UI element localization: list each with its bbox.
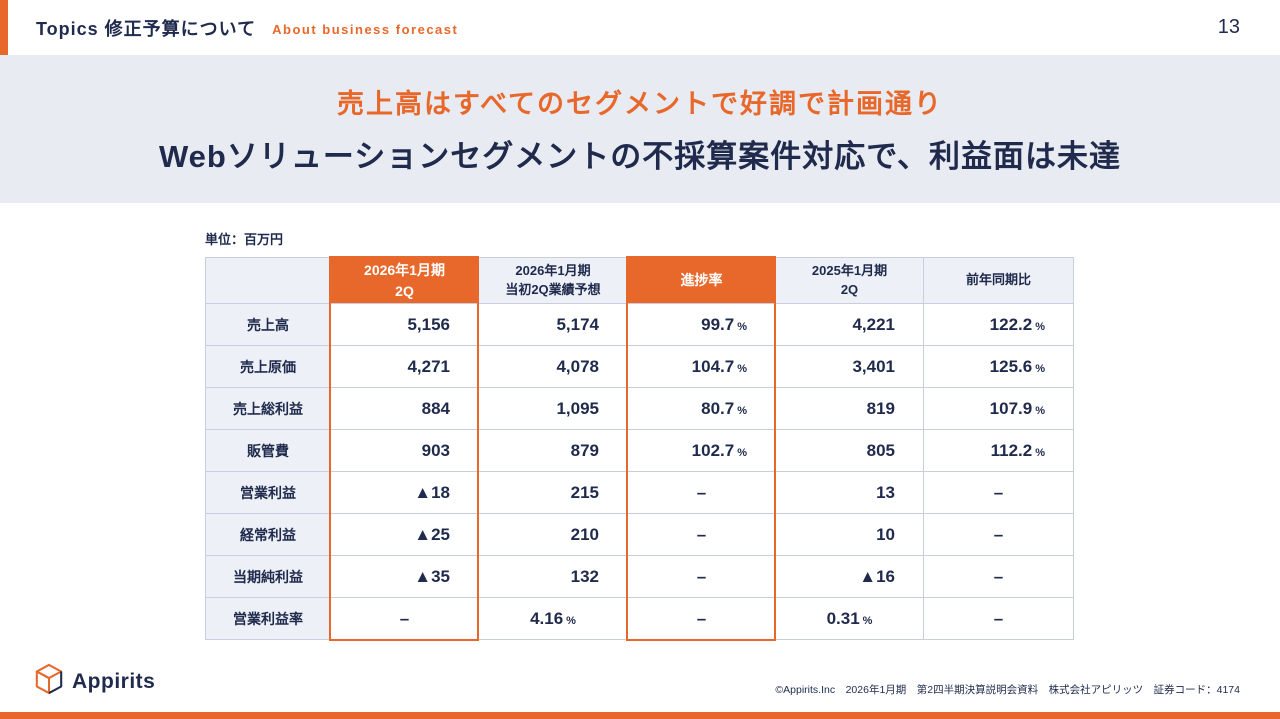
- value-cell: 122.2%: [923, 303, 1074, 346]
- corner-cell: [205, 257, 331, 304]
- value-cell: 0.31%: [775, 597, 924, 640]
- value-cell: 4,078: [478, 345, 628, 388]
- value-cell: 4,221: [775, 303, 924, 346]
- table-row: 営業利益率 –4.16% –0.31% –: [205, 597, 1074, 640]
- column-header-row: 2026年1月期 2Q 2026年1月期 当初2Q業績予想 進捗率 2025年1月期 2Q 前…: [205, 257, 1074, 304]
- footer-logo-text: Appirits: [72, 669, 156, 693]
- value-cell: 884: [330, 387, 479, 430]
- value-cell: 879: [478, 429, 628, 472]
- page-subtitle: About business forecast: [272, 21, 459, 37]
- value-cell: ▲18: [330, 471, 479, 514]
- value-cell: 80.7%: [627, 387, 776, 430]
- table-row: 売上総利益 884 1,095 80.7% 819 107.9%: [205, 387, 1074, 430]
- value-cell: 132: [478, 555, 628, 598]
- row-header: 営業利益率: [205, 597, 331, 640]
- forecast-table: 2026年1月期 2Q 2026年1月期 当初2Q業績予想 進捗率 2025年1月期 2Q 前…: [205, 257, 1074, 640]
- value-cell: 1,095: [478, 387, 628, 430]
- row-header: 売上原価: [205, 345, 331, 388]
- table-row: 売上原価 4,271 4,078 104.7% 3,401 125.6%: [205, 345, 1074, 388]
- table-row: 営業利益 ▲18 215–13–: [205, 471, 1074, 514]
- row-header: 経常利益: [205, 513, 331, 556]
- value-cell: 210: [478, 513, 628, 556]
- column-header: 2026年1月期 2Q: [330, 257, 479, 304]
- value-cell: 104.7%: [627, 345, 776, 388]
- column-header: 進捗率: [627, 257, 776, 304]
- value-cell: 3,401: [775, 345, 924, 388]
- page-title: Topics 修正予算について: [36, 18, 257, 39]
- value-cell: –: [627, 471, 776, 514]
- value-cell: 102.7%: [627, 429, 776, 472]
- column-header: 2026年1月期 当初2Q業績予想: [478, 257, 628, 304]
- column-header: 前年同期比: [923, 257, 1074, 304]
- headline-line2: Webソリューションセグメントの不採算案件対応で、利益面は未達: [158, 139, 1121, 174]
- header: Topics 修正予算について About business forecast …: [0, 0, 1280, 55]
- row-header: 販管費: [205, 429, 331, 472]
- value-cell: ▲35: [330, 555, 479, 598]
- value-cell: 125.6%: [923, 345, 1074, 388]
- table-row: 売上高 5,156 5,174 99.7% 4,221 122.2%: [205, 303, 1074, 346]
- headline-line1: 売上高はすべてのセグメントで好調で計画通り: [336, 89, 944, 119]
- value-cell: –: [923, 471, 1074, 514]
- value-cell: –: [923, 513, 1074, 556]
- value-cell: 99.7%: [627, 303, 776, 346]
- table-row: 当期純利益 ▲35 132– ▲16–: [205, 555, 1074, 598]
- appirits-logo-icon: [34, 663, 64, 700]
- footer-logo: Appirits: [34, 663, 155, 700]
- table-row: 販管費 903 879 102.7% 805 112.2%: [205, 429, 1074, 472]
- value-cell: 5,156: [330, 303, 479, 346]
- value-cell: 903: [330, 429, 479, 472]
- value-cell: –: [923, 555, 1074, 598]
- value-cell: 10: [775, 513, 924, 556]
- value-cell: ▲16: [775, 555, 924, 598]
- column-header: 2025年1月期 2Q: [775, 257, 924, 304]
- value-cell: –: [330, 597, 479, 640]
- value-cell: 805: [775, 429, 924, 472]
- header-accent-bar: [0, 0, 8, 55]
- value-cell: 112.2%: [923, 429, 1074, 472]
- value-cell: –: [627, 597, 776, 640]
- value-cell: 215: [478, 471, 628, 514]
- page-number: 13: [1217, 16, 1240, 38]
- value-cell: –: [627, 513, 776, 556]
- row-header: 売上総利益: [205, 387, 331, 430]
- value-cell: 819: [775, 387, 924, 430]
- header-inner: Topics 修正予算について About business forecast …: [36, 0, 1240, 55]
- value-cell: 4.16%: [478, 597, 628, 640]
- value-cell: –: [627, 555, 776, 598]
- unit-label: 単位：百万円: [205, 232, 284, 247]
- value-cell: 5,174: [478, 303, 628, 346]
- value-cell: 13: [775, 471, 924, 514]
- forecast-table-wrap: 2026年1月期 2Q 2026年1月期 当初2Q業績予想 進捗率 2025年1月期 2Q 前…: [205, 256, 1074, 641]
- footer-credit: ©Appirits.Inc 2026年1月期 第2四半期決算説明会資料 株式会社…: [775, 684, 1240, 696]
- bottom-accent-bar: [0, 712, 1280, 719]
- value-cell: 107.9%: [923, 387, 1074, 430]
- table-row: 経常利益 ▲25 210–10–: [205, 513, 1074, 556]
- value-cell: –: [923, 597, 1074, 640]
- headline-banner: 売上高はすべてのセグメントで好調で計画通り Webソリューションセグメントの不採…: [0, 55, 1280, 203]
- value-cell: 4,271: [330, 345, 479, 388]
- row-header: 営業利益: [205, 471, 331, 514]
- value-cell: ▲25: [330, 513, 479, 556]
- row-header: 当期純利益: [205, 555, 331, 598]
- row-header: 売上高: [205, 303, 331, 346]
